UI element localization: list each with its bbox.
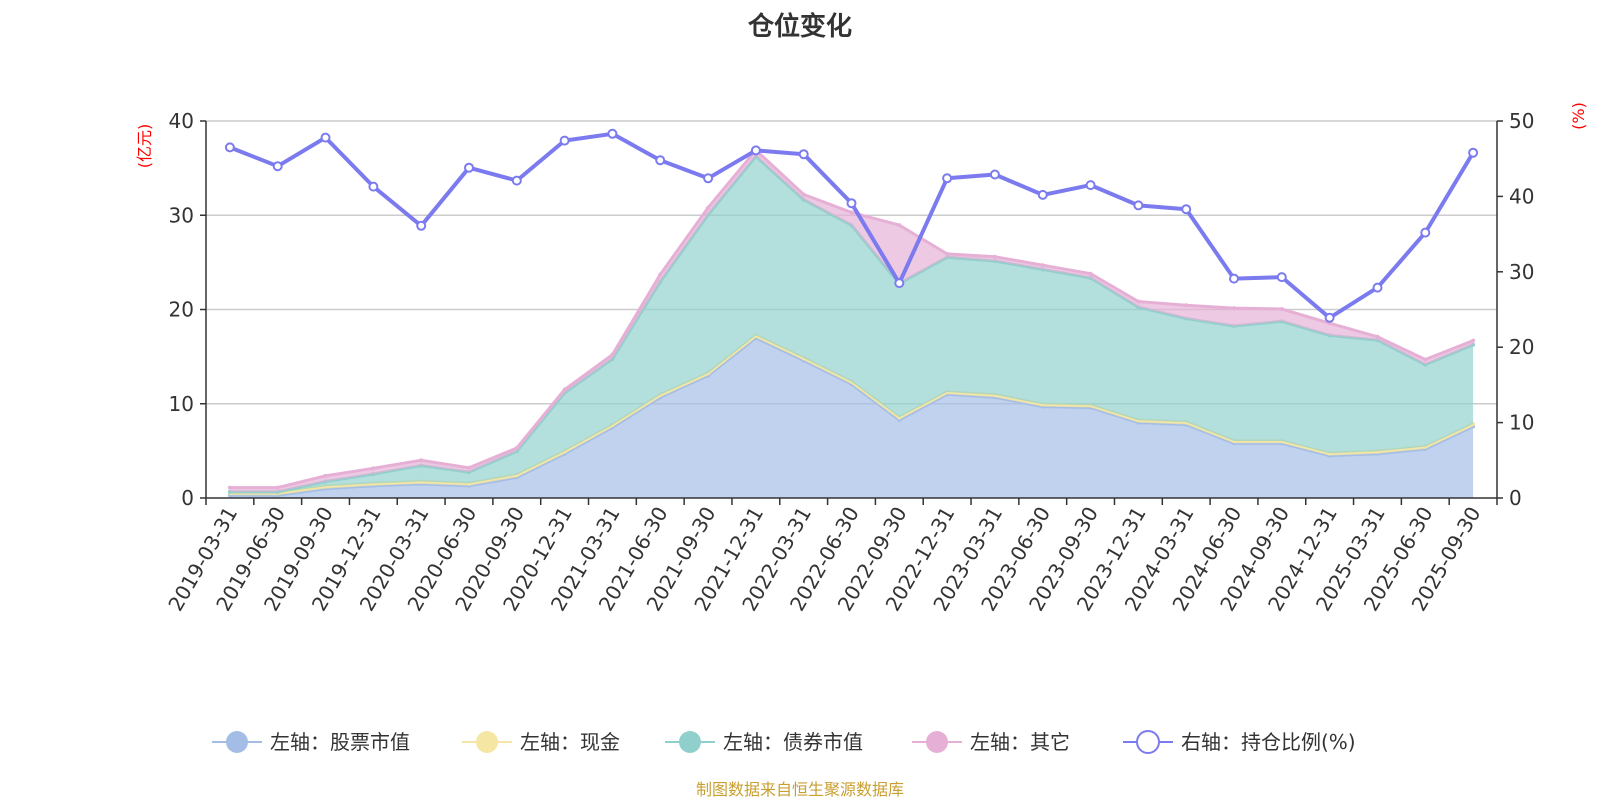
legend-label: 右轴：持仓比例(%)	[1181, 730, 1356, 754]
legend-marker-swatch	[1136, 730, 1160, 754]
holding-ratio-point-20	[1181, 204, 1192, 215]
legend-item-1: 左轴：现金	[462, 730, 620, 754]
data-point-series-3-20	[1184, 303, 1189, 308]
holding-ratio-point-9	[655, 155, 666, 166]
legend-marker-swatch	[226, 731, 248, 753]
right-tick-label: 40	[1509, 184, 1534, 208]
legend-marker-swatch	[476, 731, 498, 753]
left-tick-label: 20	[169, 298, 194, 322]
holding-ratio-point-0	[224, 142, 235, 153]
data-point-series-3-10	[706, 205, 711, 210]
data-point-series-3-6	[514, 446, 519, 450]
data-source-note: 制图数据来自恒生聚源数据库	[695, 780, 904, 799]
left-tick-label: 40	[169, 109, 194, 133]
holding-ratio-point-10	[703, 173, 714, 184]
area-fill-series-2	[229, 156, 1474, 493]
data-point-series-3-12	[801, 192, 806, 197]
holding-ratio-point-6	[511, 175, 522, 186]
right-tick-label: 10	[1509, 411, 1534, 435]
data-point-series-3-2	[323, 473, 328, 478]
data-point-series-3-15	[945, 251, 950, 256]
left-tick-label: 0	[181, 486, 194, 510]
data-point-series-3-0	[227, 485, 232, 490]
data-point-series-3-1	[275, 485, 280, 490]
data-point-series-3-17	[1040, 263, 1045, 268]
holding-ratio-point-2	[320, 132, 331, 143]
legend-item-3: 左轴：其它	[912, 730, 1070, 754]
holding-ratio-point-17	[1037, 189, 1048, 200]
holding-ratio-point-12	[798, 149, 809, 160]
data-point-series-3-5	[467, 465, 471, 470]
holding-ratio-point-3	[368, 181, 379, 192]
holding-ratio-point-19	[1133, 200, 1144, 211]
holding-ratio-point-26	[1468, 147, 1479, 158]
data-point-series-3-26	[1471, 338, 1476, 343]
data-point-series-3-24	[1375, 334, 1380, 339]
legend-marker-swatch	[679, 731, 701, 753]
chart-title: 仓位变化	[747, 12, 852, 42]
holding-ratio-point-1	[272, 161, 283, 172]
holding-ratio-point-18	[1085, 180, 1096, 191]
holding-ratio-point-24	[1372, 282, 1383, 293]
legend-marker-swatch	[926, 731, 948, 753]
holding-ratio-point-23	[1324, 312, 1335, 323]
holding-ratio-point-4	[416, 220, 427, 231]
holding-ratio-point-25	[1420, 227, 1431, 238]
holding-ratio-point-21	[1229, 273, 1239, 284]
data-point-series-3-16	[992, 254, 997, 259]
holding-ratio-point-14	[894, 278, 905, 289]
left-axis-unit: (亿元)	[135, 124, 154, 169]
right-tick-label: 30	[1509, 260, 1534, 284]
holding-ratio-point-5	[464, 162, 474, 173]
data-point-series-3-18	[1088, 271, 1093, 276]
data-point-series-3-13	[849, 210, 854, 215]
area-fill-series-3	[229, 150, 1474, 492]
right-tick-label: 50	[1509, 109, 1534, 133]
holding-ratio-point-16	[989, 169, 1000, 180]
left-tick-label: 10	[169, 392, 194, 416]
holding-ratio-point-7	[559, 135, 570, 146]
data-point-series-3-19	[1136, 299, 1141, 304]
legend-label: 左轴：现金	[520, 730, 620, 754]
data-point-series-3-22	[1279, 307, 1284, 311]
legend-label: 左轴：股票市值	[270, 730, 410, 754]
data-point-series-3-25	[1423, 357, 1428, 362]
holding-ratio-point-22	[1276, 272, 1287, 283]
data-point-series-3-21	[1232, 306, 1236, 311]
data-point-series-3-9	[658, 272, 663, 277]
data-point-series-3-14	[897, 223, 902, 228]
legend-label: 左轴：其它	[970, 730, 1070, 754]
legend-item-2: 左轴：债券市值	[665, 730, 863, 754]
right-tick-label: 0	[1509, 486, 1522, 510]
holding-ratio-point-8	[607, 128, 618, 139]
right-axis-unit: (%)	[1569, 102, 1588, 130]
holding-ratio-point-15	[942, 173, 953, 184]
left-tick-label: 30	[169, 203, 194, 227]
holding-ratio-point-13	[846, 198, 857, 209]
legend-item-0: 左轴：股票市值	[212, 730, 410, 754]
area-fill-series-0	[229, 337, 1474, 498]
legend-label: 左轴：债券市值	[723, 730, 863, 754]
data-point-series-3-7	[562, 387, 567, 392]
data-point-series-3-8	[610, 352, 615, 357]
data-point-series-3-3	[371, 466, 376, 471]
holding-ratio-point-11	[750, 145, 761, 156]
data-point-series-3-4	[419, 458, 424, 463]
legend-item-4: 右轴：持仓比例(%)	[1123, 730, 1356, 754]
right-tick-label: 20	[1509, 335, 1534, 359]
